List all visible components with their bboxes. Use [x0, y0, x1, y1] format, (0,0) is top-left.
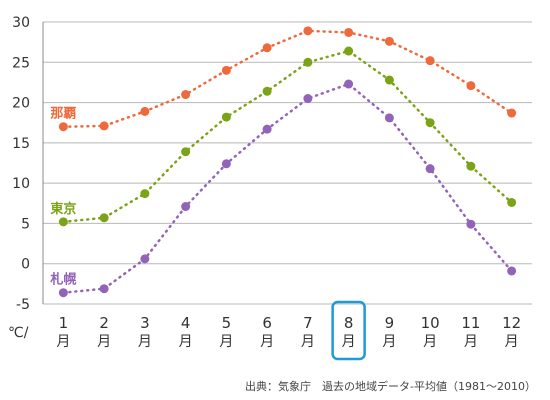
x-tick-unit: 月 — [260, 334, 274, 350]
data-point — [303, 57, 313, 67]
highlighted-month-box — [331, 300, 366, 361]
data-point — [384, 36, 394, 46]
x-tick-unit: 月 — [382, 334, 396, 350]
data-point — [221, 65, 231, 75]
data-point — [140, 106, 150, 116]
x-tick-number: 12 — [502, 314, 521, 332]
data-point — [181, 202, 191, 212]
x-tick-number: 8 — [344, 314, 354, 332]
data-point — [344, 27, 354, 37]
data-point — [507, 266, 517, 276]
data-point — [181, 147, 191, 157]
y-tick-label: 20 — [12, 96, 30, 112]
data-point — [58, 217, 68, 227]
data-point — [99, 121, 109, 131]
data-point — [58, 288, 68, 298]
data-point — [466, 161, 476, 171]
y-unit-label: ℃/ — [8, 325, 29, 341]
x-tick-unit: 月 — [179, 334, 193, 350]
x-tick-unit: 月 — [97, 334, 111, 350]
x-tick-number: 1 — [59, 314, 69, 332]
x-tick-unit: 月 — [423, 334, 437, 350]
data-point — [262, 43, 272, 53]
y-tick-label: -5 — [16, 297, 30, 313]
data-point — [140, 254, 150, 264]
data-point — [466, 81, 476, 91]
data-point — [181, 90, 191, 100]
y-axis: -5 0 5 10 15 20 25 30 — [12, 15, 30, 313]
series-line — [62, 49, 513, 224]
x-tick-number: 4 — [181, 314, 191, 332]
x-tick-unit: 月 — [301, 334, 315, 350]
x-tick-number: 10 — [421, 314, 440, 332]
x-tick-unit: 月 — [505, 334, 519, 350]
data-point — [221, 112, 231, 122]
data-point — [140, 189, 150, 199]
x-tick-unit: 月 — [56, 334, 70, 350]
data-point — [221, 159, 231, 169]
y-tick-label: 15 — [12, 136, 30, 152]
data-point — [262, 124, 272, 134]
data-point — [99, 284, 109, 294]
x-tick-number: 3 — [140, 314, 150, 332]
data-point — [466, 219, 476, 229]
data-point — [425, 164, 435, 174]
y-tick-label: 30 — [12, 15, 30, 31]
series-line — [62, 29, 513, 128]
data-point — [507, 197, 517, 207]
data-point — [344, 46, 354, 56]
data-point — [425, 56, 435, 66]
data-point — [384, 113, 394, 123]
x-tick-number: 11 — [461, 314, 480, 332]
y-tick-label: 5 — [21, 216, 30, 232]
series-label: 那覇 — [50, 107, 76, 122]
x-tick-unit: 月 — [464, 334, 478, 350]
series-layer — [58, 26, 517, 298]
data-point — [384, 75, 394, 85]
y-tick-label: 10 — [12, 176, 30, 192]
series-label: 札幌 — [49, 272, 76, 288]
data-point — [262, 86, 272, 96]
x-tick-unit: 月 — [138, 334, 152, 350]
data-point — [425, 118, 435, 128]
data-point — [303, 26, 313, 36]
chart-grid — [42, 21, 532, 305]
x-tick-number: 2 — [99, 314, 109, 332]
y-tick-label: 0 — [21, 257, 30, 273]
series-label: 東京 — [50, 201, 76, 217]
x-tick-number: 9 — [385, 314, 395, 332]
x-tick-number: 6 — [262, 314, 272, 332]
x-tick-number: 7 — [303, 314, 313, 332]
data-point — [344, 79, 354, 89]
data-point — [507, 108, 517, 118]
x-axis: 1 月 2 月 3 月 4 月 5 月 6 月 7 月 8 月 9 月 10 月 11 月 12 月 — [56, 300, 521, 361]
source-note: 出典：気象庁 過去の地域データ-平均値（1981〜2010） — [245, 379, 536, 393]
data-point — [99, 213, 109, 223]
data-point — [58, 122, 68, 132]
x-tick-number: 5 — [222, 314, 232, 332]
y-tick-label: 25 — [12, 55, 30, 71]
data-point — [303, 94, 313, 104]
series-line — [62, 82, 513, 294]
x-tick-unit: 月 — [219, 334, 233, 350]
x-tick-unit: 月 — [342, 334, 356, 350]
